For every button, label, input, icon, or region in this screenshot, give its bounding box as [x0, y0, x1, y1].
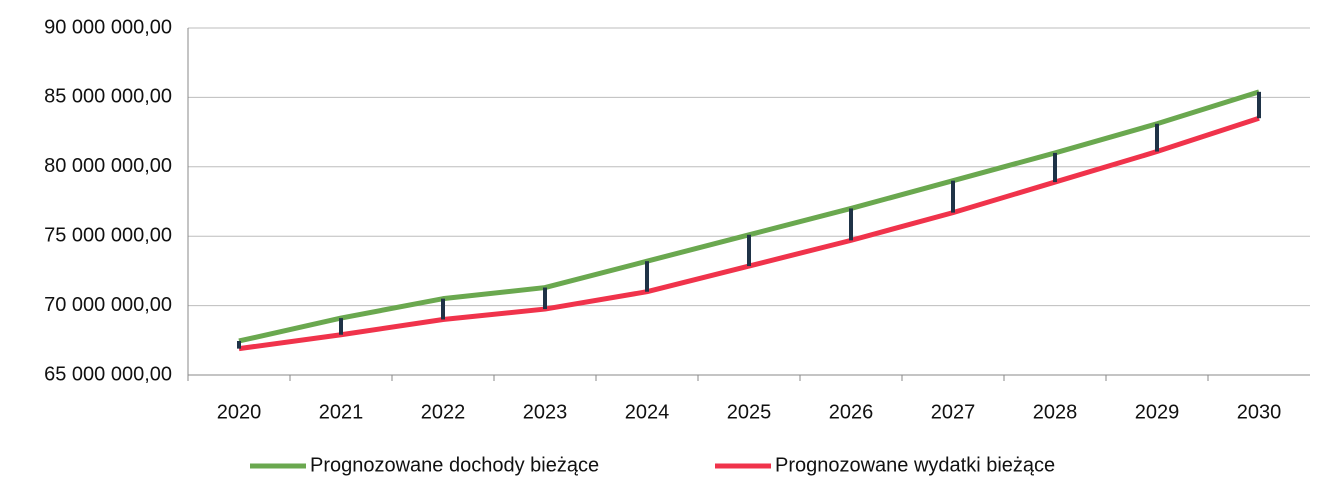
x-tick-label: 2025 [727, 401, 772, 423]
y-tick-label: 75 000 000,00 [44, 224, 172, 246]
y-tick-label: 80 000 000,00 [44, 155, 172, 177]
x-tick-label: 2023 [523, 401, 568, 423]
series-line [238, 89, 1260, 344]
legend-label: Prognozowane dochody bieżące [310, 454, 599, 476]
x-tick-label: 2024 [625, 401, 670, 423]
x-tick-label: 2027 [931, 401, 976, 423]
legend-label: Prognozowane wydatki bieżące [775, 454, 1055, 476]
x-tick-label: 2029 [1135, 401, 1180, 423]
x-tick-label: 2020 [217, 401, 262, 423]
x-tick-label: 2028 [1033, 401, 1078, 423]
x-tick-label: 2026 [829, 401, 874, 423]
y-tick-label: 65 000 000,00 [44, 363, 172, 385]
x-tick-label: 2030 [1237, 401, 1282, 423]
y-tick-label: 85 000 000,00 [44, 86, 172, 108]
y-tick-label: 90 000 000,00 [44, 16, 172, 38]
x-tick-label: 2022 [421, 401, 466, 423]
y-tick-label: 70 000 000,00 [44, 294, 172, 316]
x-tick-label: 2021 [319, 401, 364, 423]
